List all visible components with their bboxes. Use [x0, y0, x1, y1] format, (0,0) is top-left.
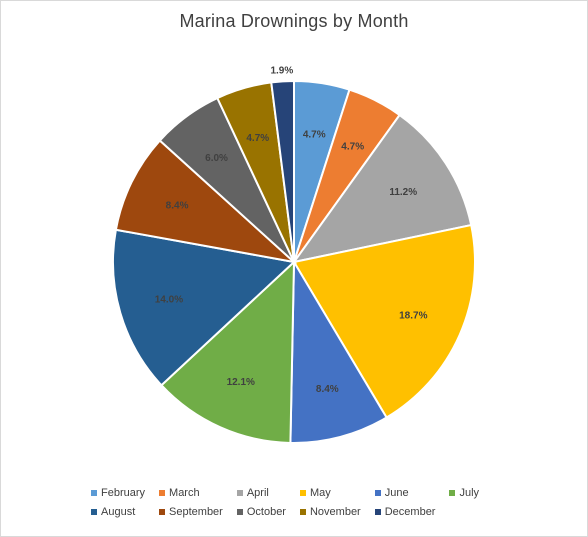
- legend-item-february: February: [91, 487, 145, 499]
- legend-item-august: August: [91, 506, 145, 518]
- data-label-april: 11.2%: [389, 187, 417, 198]
- legend-label: December: [384, 506, 436, 518]
- legend-label: March: [169, 487, 200, 499]
- pie-slice-december: [270, 79, 295, 263]
- data-label-march: 4.7%: [341, 142, 364, 153]
- legend-label: May: [309, 487, 331, 499]
- legend-item-march: March: [159, 487, 223, 499]
- legend-label: August: [101, 506, 136, 518]
- legend-label: February: [101, 487, 146, 499]
- data-label-february: 4.7%: [303, 129, 326, 140]
- legend-swatch: [374, 509, 381, 515]
- legend-swatch: [449, 490, 456, 496]
- legend-item-october: October: [236, 506, 286, 518]
- pie-slice-august: [112, 228, 297, 387]
- legend-swatch: [236, 490, 243, 496]
- legend-swatch: [91, 490, 97, 496]
- legend-swatch: [374, 490, 381, 496]
- pie-slice-september: [114, 139, 298, 264]
- data-label-october: 6.0%: [205, 153, 228, 164]
- legend-swatch: [159, 509, 166, 515]
- pie-slice-may: [292, 223, 476, 419]
- pie-slice-june: [289, 258, 388, 444]
- legend-swatch: [91, 509, 97, 515]
- legend-item-april: April: [236, 487, 286, 499]
- data-label-july: 12.1%: [227, 377, 255, 388]
- legend-label: October: [246, 506, 286, 518]
- legend-item-june: June: [374, 487, 436, 499]
- chart-title: Marina Drownings by Month: [179, 11, 409, 31]
- legend-label: April: [246, 487, 269, 499]
- legend-item-july: July: [449, 487, 479, 499]
- data-label-may: 18.7%: [399, 310, 427, 321]
- legend-label: June: [384, 487, 409, 499]
- legend-label: September: [169, 506, 223, 518]
- pie-slice-july: [160, 259, 296, 444]
- legend-swatch: [236, 509, 243, 515]
- legend-item-december: December: [374, 506, 436, 518]
- legend-item-september: September: [159, 506, 223, 518]
- legend: February March April May June July August Septe…: [91, 487, 531, 518]
- legend-swatch: [299, 490, 306, 496]
- legend-item-may: May: [299, 487, 361, 499]
- pie-slice-april: [291, 113, 473, 264]
- legend-label: November: [309, 506, 361, 518]
- data-label-november: 4.7%: [246, 133, 269, 144]
- data-label-december: 1.9%: [270, 65, 293, 76]
- legend-item-november: November: [299, 506, 361, 518]
- legend-swatch: [159, 490, 166, 496]
- data-label-august: 14.0%: [155, 295, 183, 306]
- data-label-june: 8.4%: [316, 384, 339, 395]
- legend-swatch: [299, 509, 306, 515]
- data-label-september: 8.4%: [166, 200, 189, 211]
- legend-label: July: [459, 487, 480, 499]
